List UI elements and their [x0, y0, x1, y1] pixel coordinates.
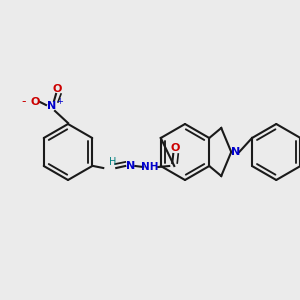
Text: N: N [126, 161, 135, 171]
Text: -: - [22, 95, 26, 109]
Text: N: N [47, 101, 57, 111]
Text: O: O [52, 84, 62, 94]
Text: +: + [57, 97, 63, 106]
Text: NH: NH [142, 162, 159, 172]
Text: O: O [171, 143, 180, 153]
Text: O: O [30, 97, 40, 107]
Text: N: N [231, 147, 240, 157]
Text: H: H [109, 157, 116, 167]
